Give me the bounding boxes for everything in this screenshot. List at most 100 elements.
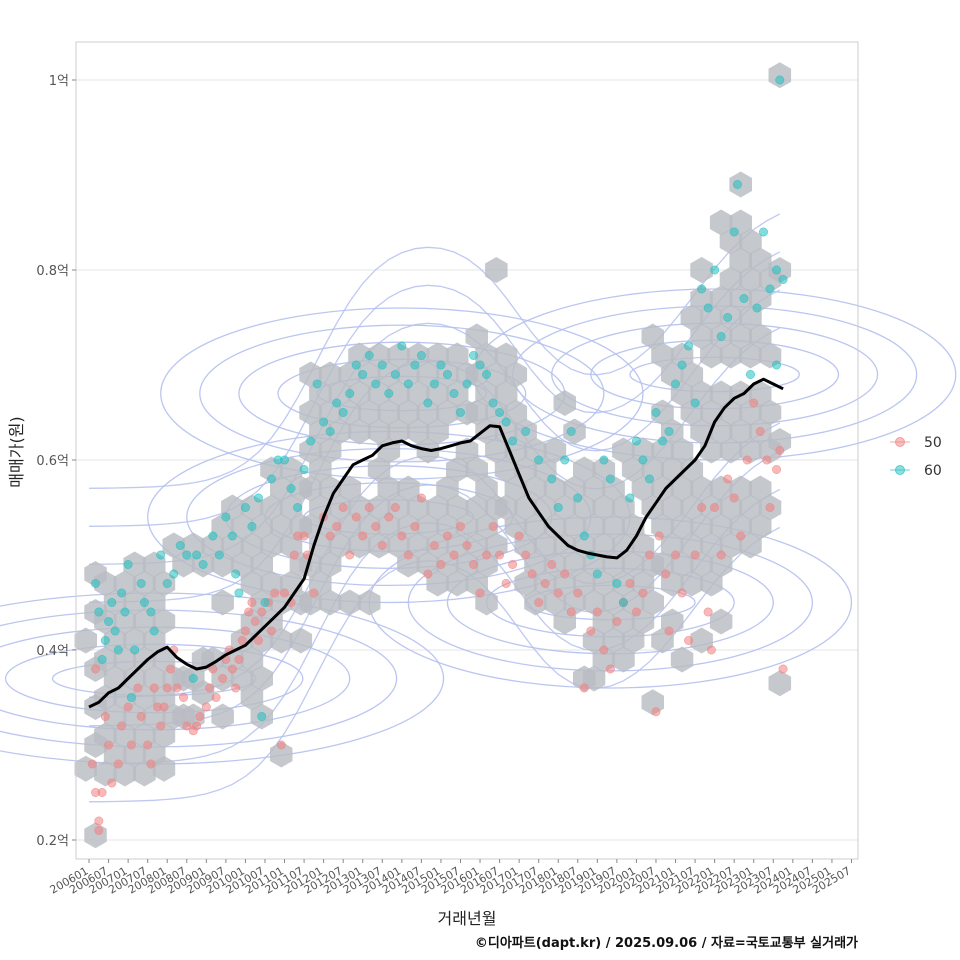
data-point-60 [208, 531, 218, 541]
data-point-60 [156, 550, 166, 560]
hexbin [651, 475, 674, 502]
data-point-60 [94, 607, 104, 617]
hexbin [318, 589, 342, 616]
data-point-60 [286, 483, 296, 493]
hexbin [621, 456, 645, 483]
data-point-50 [716, 550, 726, 560]
data-point-60 [146, 607, 156, 617]
data-point-60 [618, 597, 628, 607]
hexbin [651, 437, 674, 464]
hexbin [670, 437, 694, 464]
data-point-60 [266, 474, 276, 484]
data-point-50 [592, 607, 602, 617]
data-point-50 [270, 588, 280, 598]
hexbin [670, 646, 694, 673]
hexbin [700, 342, 723, 369]
data-point-50 [143, 740, 153, 750]
hexbin [670, 513, 694, 540]
data-point-60 [547, 474, 557, 484]
point-layer [87, 75, 788, 835]
hexbin [358, 399, 381, 426]
data-point-50 [192, 721, 202, 731]
data-point-50 [276, 740, 286, 750]
data-point-50 [332, 521, 342, 531]
hexbin [74, 755, 97, 782]
data-point-50 [482, 550, 492, 560]
data-point-50 [664, 626, 674, 636]
data-point-50 [527, 569, 537, 579]
hexbin [309, 456, 332, 483]
hexbin-layer [74, 62, 792, 849]
hexbin [436, 475, 459, 502]
hexbin [270, 475, 293, 502]
y-tick-label: 0.6억 [36, 454, 69, 469]
hexbin [641, 323, 664, 350]
hexbin [94, 570, 117, 597]
source-caption: ©디아파트(dapt.kr) / 2025.09.06 / 자료=국토교통부 실… [475, 935, 858, 951]
hexbin [739, 266, 762, 293]
data-point-50 [410, 521, 420, 531]
x-axis: 2006012006072007012007072008012008072009… [48, 859, 853, 897]
data-point-50 [237, 635, 247, 645]
data-point-60 [227, 531, 237, 541]
y-tick-label: 0.4억 [36, 644, 69, 659]
hexbin [240, 570, 264, 597]
hexbin [455, 551, 479, 578]
hexbin [240, 684, 264, 711]
data-point-60 [416, 350, 426, 360]
data-point-50 [309, 588, 319, 598]
hexbin [446, 342, 469, 369]
data-point-50 [762, 455, 772, 465]
data-point-50 [778, 664, 788, 674]
data-point-60 [113, 645, 123, 655]
data-point-60 [644, 474, 654, 484]
data-point-50 [631, 607, 641, 617]
hexbin [338, 475, 361, 502]
data-point-50 [162, 683, 172, 693]
data-point-50 [172, 683, 182, 693]
data-point-60 [775, 75, 785, 85]
hexbin [612, 437, 635, 464]
hexbin [240, 532, 264, 559]
hexbin [690, 627, 713, 654]
data-point-50 [240, 626, 250, 636]
hexbin [260, 532, 283, 559]
data-point-50 [638, 588, 648, 598]
data-point-60 [231, 569, 241, 579]
hexbin [465, 399, 488, 426]
hexbin [123, 627, 146, 654]
hexbin [446, 494, 469, 521]
data-point-60 [690, 398, 700, 408]
hexbin [494, 380, 518, 407]
data-point-60 [703, 303, 713, 313]
hexbin [700, 532, 723, 559]
hexbin [621, 627, 645, 654]
data-point-50 [384, 512, 394, 522]
data-point-50 [113, 759, 123, 769]
hexbin [719, 437, 743, 464]
hexbin [211, 703, 234, 730]
data-point-60 [442, 369, 452, 379]
hexbin [524, 513, 547, 540]
hexbin [621, 551, 645, 578]
data-point-50 [91, 664, 101, 674]
legend-key-point [895, 437, 905, 447]
data-point-60 [501, 417, 511, 427]
legend: 50 60 [890, 435, 942, 479]
hexbin [367, 456, 391, 483]
data-point-60 [462, 379, 472, 389]
data-point-60 [169, 569, 179, 579]
hexbin [221, 532, 244, 559]
data-point-50 [599, 645, 609, 655]
hexbin [446, 456, 469, 483]
data-point-60 [221, 512, 231, 522]
data-point-60 [772, 360, 782, 370]
data-point-60 [319, 417, 329, 427]
hexbin [709, 418, 733, 445]
data-point-50 [234, 654, 244, 664]
data-point-60 [410, 360, 420, 370]
hexbin [739, 494, 762, 521]
data-point-60 [745, 369, 755, 379]
data-point-60 [390, 369, 400, 379]
hexbin [367, 418, 391, 445]
